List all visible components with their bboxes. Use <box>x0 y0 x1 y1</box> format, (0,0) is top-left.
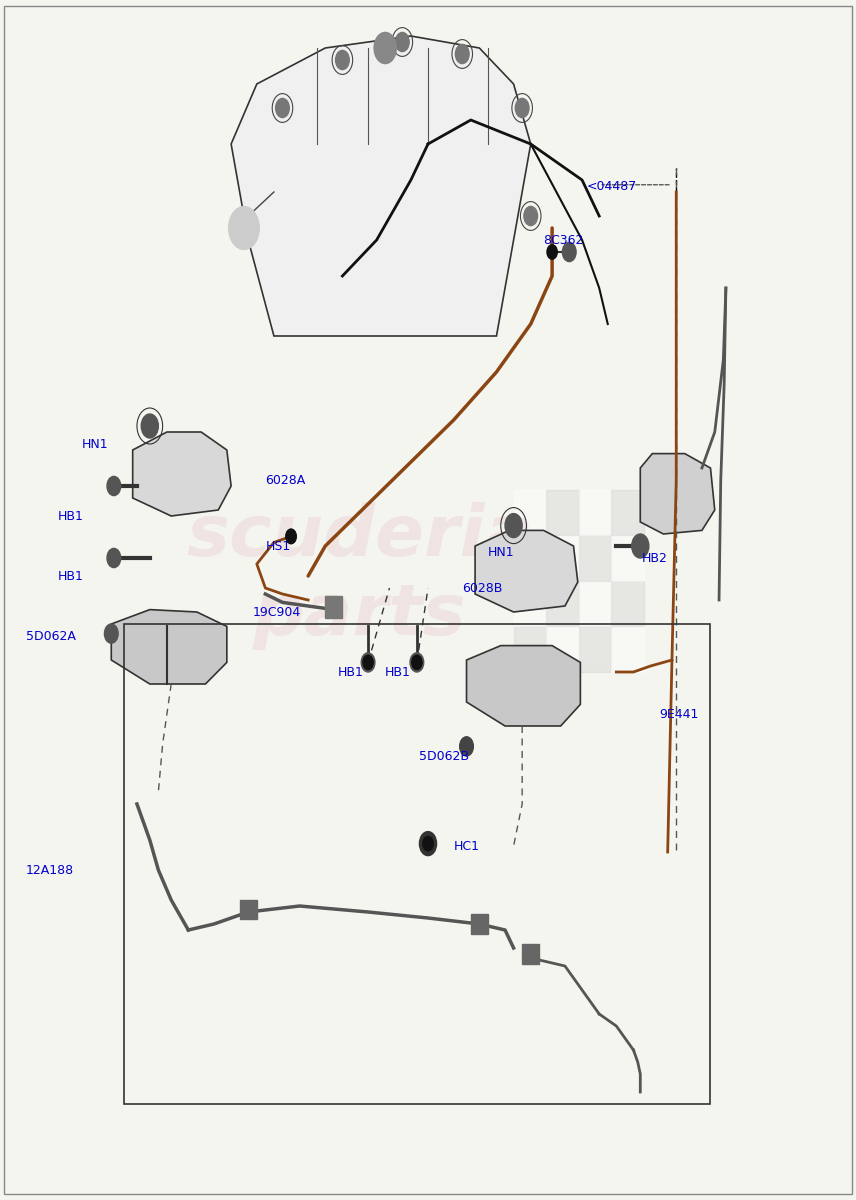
Circle shape <box>455 44 469 64</box>
Bar <box>514 581 546 626</box>
Circle shape <box>547 245 557 259</box>
Text: 19C904: 19C904 <box>253 606 300 618</box>
Circle shape <box>505 514 522 538</box>
Bar <box>611 581 644 626</box>
Circle shape <box>524 206 538 226</box>
Polygon shape <box>640 454 715 534</box>
Text: HB1: HB1 <box>58 570 84 582</box>
Circle shape <box>107 476 121 496</box>
Text: HB2: HB2 <box>642 552 668 564</box>
Circle shape <box>562 242 576 262</box>
Polygon shape <box>467 646 580 726</box>
Bar <box>611 490 644 535</box>
Circle shape <box>412 655 422 670</box>
Text: 8C362: 8C362 <box>544 234 584 246</box>
Text: HC1: HC1 <box>454 840 479 852</box>
Circle shape <box>107 548 121 568</box>
Bar <box>124 624 710 1104</box>
Bar <box>546 490 579 535</box>
Circle shape <box>229 206 259 250</box>
Text: 6028B: 6028B <box>462 582 502 594</box>
Circle shape <box>276 98 289 118</box>
Bar <box>579 535 611 581</box>
Bar <box>579 490 611 535</box>
Bar <box>325 596 342 618</box>
Bar <box>522 944 539 964</box>
Circle shape <box>361 653 375 672</box>
Bar <box>546 626 579 672</box>
Text: HS1: HS1 <box>265 540 290 552</box>
Bar <box>579 581 611 626</box>
Bar <box>514 626 546 672</box>
Circle shape <box>286 529 296 544</box>
Bar <box>514 535 546 581</box>
Circle shape <box>286 529 296 544</box>
Circle shape <box>141 414 158 438</box>
Text: HN1: HN1 <box>81 438 108 450</box>
Polygon shape <box>231 36 531 336</box>
Bar <box>546 535 579 581</box>
Text: 6028A: 6028A <box>265 474 306 486</box>
Text: 5D062B: 5D062B <box>419 750 469 762</box>
Bar <box>579 626 611 672</box>
Circle shape <box>374 32 396 64</box>
Text: <04487: <04487 <box>586 180 637 192</box>
Circle shape <box>632 534 649 558</box>
Text: scuderia
parts: scuderia parts <box>186 502 533 650</box>
Text: 5D062A: 5D062A <box>26 630 75 642</box>
Bar <box>514 490 546 535</box>
Circle shape <box>363 655 373 670</box>
Bar <box>611 535 644 581</box>
Text: 9E441: 9E441 <box>659 708 698 720</box>
Circle shape <box>104 624 118 643</box>
Circle shape <box>515 98 529 118</box>
Text: HB1: HB1 <box>338 666 364 678</box>
Bar <box>240 900 257 919</box>
Polygon shape <box>133 432 231 516</box>
Text: HB1: HB1 <box>58 510 84 522</box>
Text: HB1: HB1 <box>385 666 411 678</box>
Polygon shape <box>111 610 227 684</box>
Circle shape <box>419 832 437 856</box>
Text: HN1: HN1 <box>488 546 514 558</box>
Text: 12A188: 12A188 <box>26 864 74 876</box>
Circle shape <box>336 50 349 70</box>
Circle shape <box>395 32 409 52</box>
Circle shape <box>423 836 433 851</box>
Circle shape <box>460 737 473 756</box>
Bar <box>546 581 579 626</box>
Bar <box>471 914 488 934</box>
Bar <box>611 626 644 672</box>
Polygon shape <box>475 530 578 612</box>
Circle shape <box>410 653 424 672</box>
